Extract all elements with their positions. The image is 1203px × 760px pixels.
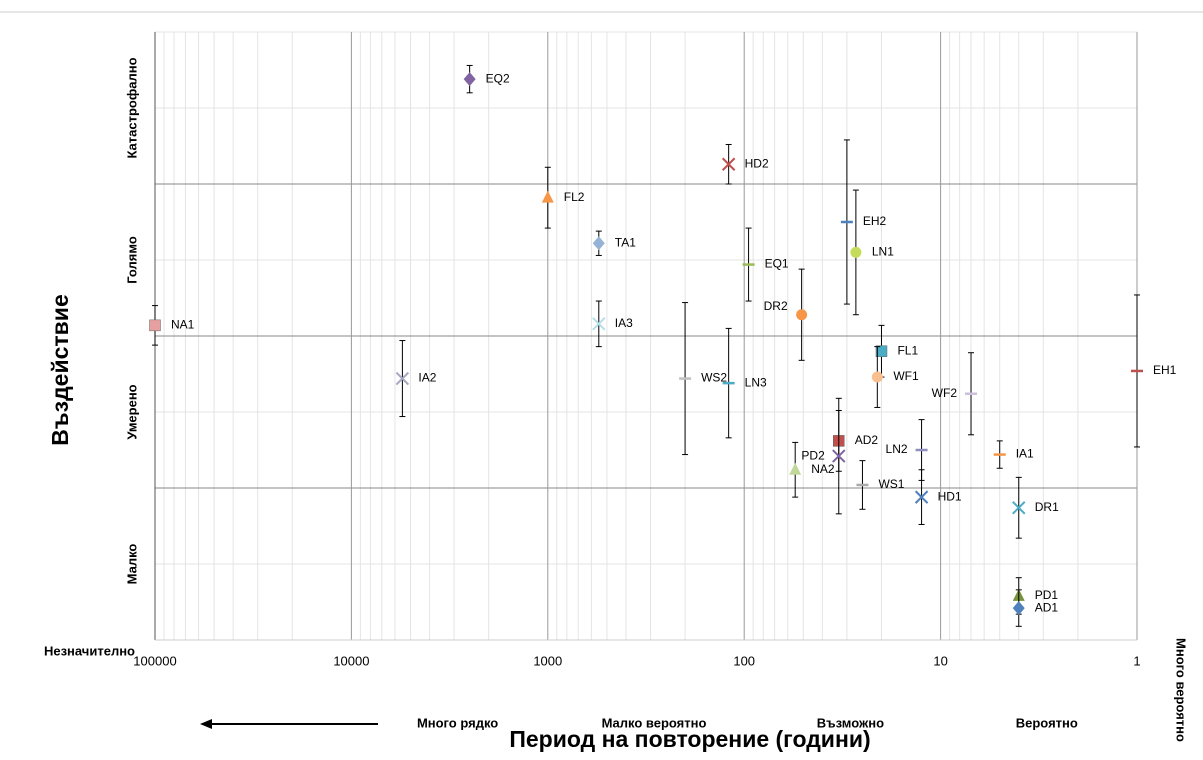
marker (721, 157, 736, 171)
x-tick-label: 10 (933, 653, 947, 668)
marker (592, 236, 605, 251)
point-label: EQ2 (486, 71, 510, 85)
point-label: WS1 (878, 477, 904, 491)
x-tick-label: 1 (1133, 653, 1140, 668)
point-label: HD1 (938, 489, 962, 503)
marker (149, 319, 161, 332)
marker (395, 371, 410, 386)
marker (789, 462, 802, 475)
point-label: PD1 (1035, 588, 1059, 602)
x-tick-label: 1000 (533, 653, 562, 668)
marker (1012, 601, 1025, 616)
marker (541, 190, 554, 203)
point-label: EH1 (1153, 363, 1177, 377)
y-category-label: Незначително (44, 643, 135, 658)
point-label: TA1 (615, 235, 636, 249)
marker (871, 371, 883, 383)
x-tick-label: 100 (733, 653, 755, 668)
point-label: HD2 (745, 156, 769, 170)
point-label: IA1 (1016, 447, 1034, 461)
x-band-label: Много рядко (417, 715, 498, 730)
y-category-label: Катастрофално (124, 57, 139, 158)
x-band-label: Много вероятно (1174, 638, 1189, 742)
marker (875, 345, 888, 357)
marker (832, 449, 846, 463)
x-band-label: Вероятно (1016, 715, 1078, 730)
y-category-label: Голямо (124, 236, 139, 284)
point-label: DR2 (764, 299, 788, 313)
point-label: DR1 (1035, 500, 1059, 514)
marker (796, 309, 808, 321)
x-band-label: Възможно (817, 715, 884, 730)
point-label: NA1 (171, 318, 195, 332)
y-axis-title: Въздействие (47, 294, 73, 445)
point-label: AD2 (855, 433, 879, 447)
point-label: PD2 (801, 448, 825, 462)
x-tick-label: 100000 (133, 653, 176, 668)
y-category-label: Умерено (124, 384, 139, 439)
x-band-label: Малко вероятно (602, 715, 707, 730)
point-label: LN3 (745, 375, 767, 389)
point-label: NA2 (811, 462, 835, 476)
x-axis-title: Период на повторение (години) (509, 726, 870, 752)
point-label: IA2 (418, 371, 436, 385)
point-label: IA3 (615, 316, 633, 330)
x-tick-label: 10000 (333, 653, 369, 668)
point-label: AD1 (1035, 600, 1059, 614)
point-label: WF1 (893, 369, 919, 383)
point-label: EH2 (863, 214, 887, 228)
arrow-head (200, 719, 212, 729)
point-label: LN1 (872, 245, 894, 259)
marker (914, 490, 929, 504)
point-label: WF2 (932, 386, 958, 400)
marker (850, 246, 862, 258)
marker (463, 72, 476, 87)
y-category-label: Малко (124, 544, 139, 585)
point-label: LN2 (886, 442, 908, 456)
marker (1012, 501, 1026, 515)
point-label: WS2 (701, 371, 727, 385)
point-label: EQ1 (765, 257, 789, 271)
marker (592, 317, 606, 331)
point-label: FL2 (564, 190, 585, 204)
point-label: FL1 (897, 343, 918, 357)
